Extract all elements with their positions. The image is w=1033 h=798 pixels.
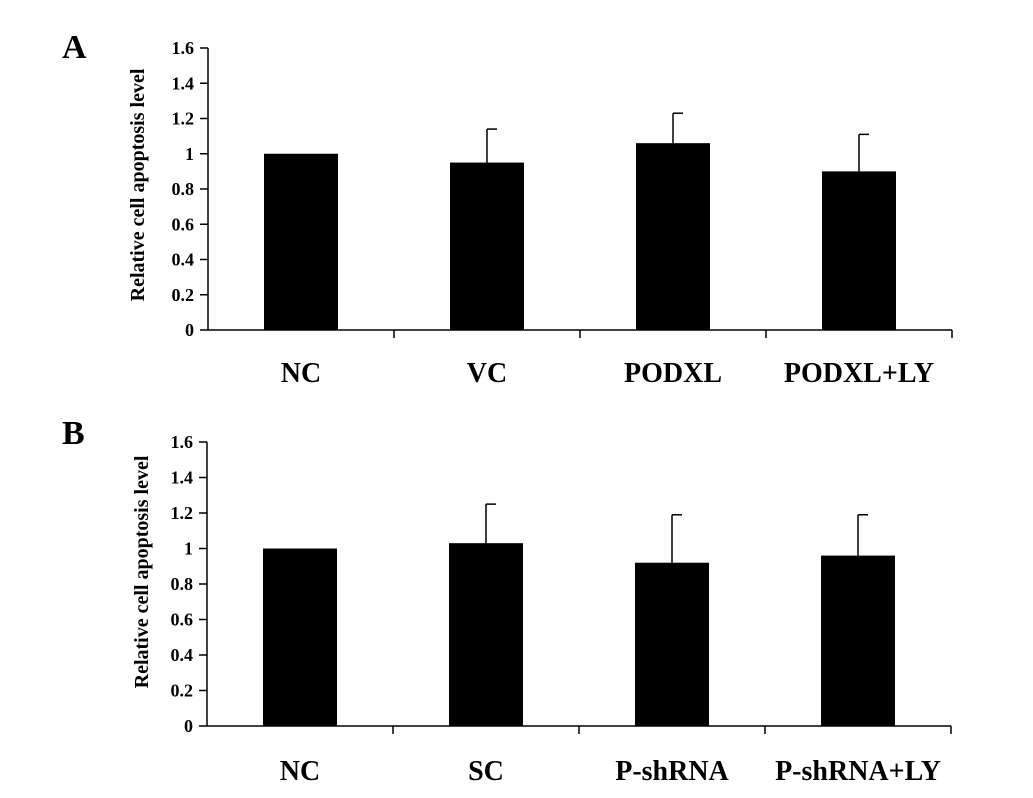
bar-nc [264, 153, 338, 330]
bar-p-shrna-ly [821, 555, 895, 726]
y-tick-label: 1.6 [171, 432, 194, 452]
bar-p-shrna [635, 562, 709, 726]
y-tick-label: 1.6 [172, 38, 195, 58]
panel-label: A [62, 29, 87, 66]
x-category-label: VC [467, 358, 507, 389]
y-tick-label: 0.8 [172, 179, 195, 199]
x-category-label: P-shRNA+LY [775, 756, 941, 787]
y-tick-label: 1.2 [171, 503, 194, 523]
y-tick-label: 0.4 [172, 250, 195, 270]
y-tick-label: 1 [184, 539, 193, 559]
x-category-label: SC [468, 756, 504, 787]
y-tick-label: 0.2 [171, 681, 194, 701]
bar-vc [450, 162, 524, 330]
error-bars [486, 112, 869, 172]
bars [263, 543, 895, 726]
panel-label: B [62, 415, 85, 452]
y-tick-label: 1.4 [172, 73, 195, 93]
x-category-label: PODXL [624, 358, 722, 389]
y-tick-label: 0 [184, 716, 193, 736]
y-tick-label: 0.8 [171, 574, 194, 594]
y-tick-label: 0.2 [172, 285, 195, 305]
x-category-label: NC [281, 358, 321, 389]
x-category-label: P-shRNA [615, 756, 729, 787]
y-tick-label: 0.6 [171, 610, 194, 630]
y-axis-title: Relative cell apoptosis level [127, 68, 149, 301]
bar-podxl [636, 143, 710, 330]
x-category-label: PODXL+LY [784, 358, 934, 389]
y-tick-label: 0 [185, 320, 194, 340]
y-tick-label: 0.6 [172, 214, 195, 234]
y-axis-ticks: 0 0.2 0.4 0.6 0.8 1 1.2 1.4 1.6 [172, 38, 953, 340]
y-tick-label: 1.4 [171, 468, 194, 488]
x-axis-categories: NC SC P-shRNA P-shRNA+LY [280, 756, 941, 787]
bar-sc [449, 543, 523, 726]
y-axis-title: Relative cell apoptosis level [131, 455, 153, 688]
bars [264, 143, 896, 330]
y-tick-label: 0.4 [171, 645, 194, 665]
error-bars [485, 503, 868, 563]
panel-a: A Relative cell apoptosis level 00.20.40… [62, 29, 953, 389]
x-axis-categories: NC VC PODXL PODXL+LY [281, 358, 934, 389]
bar-podxl-ly [822, 171, 896, 330]
panel-b: B Relative cell apoptosis level 00.20.40… [62, 415, 952, 787]
x-category-label: NC [280, 756, 320, 787]
y-axis-ticks: 0 0.2 0.4 0.6 0.8 1 1.2 1.4 1.6 [171, 432, 952, 736]
y-tick-label: 1.2 [172, 109, 195, 129]
bar-nc [263, 548, 337, 726]
y-tick-label: 1 [185, 144, 194, 164]
